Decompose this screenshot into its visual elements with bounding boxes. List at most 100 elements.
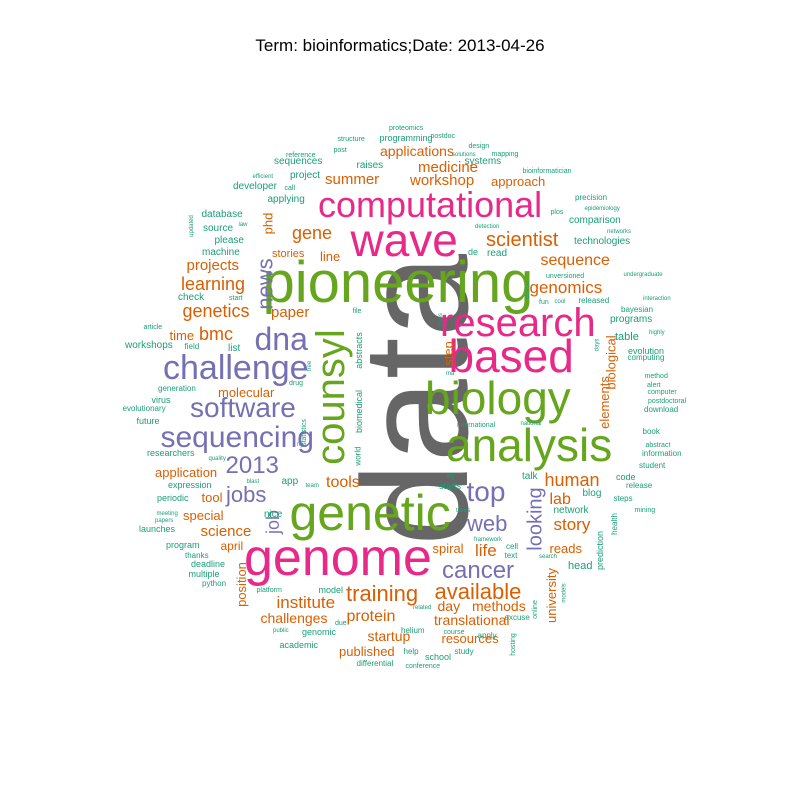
cloud-word: looking — [524, 487, 547, 551]
cloud-word: programming — [379, 132, 433, 143]
cloud-word: lab — [549, 491, 571, 508]
cloud-word: sequencing — [160, 421, 314, 454]
cloud-word: call — [284, 184, 296, 192]
cloud-word: study — [454, 647, 474, 656]
cloud-word: evolution — [628, 345, 665, 356]
cloud-word: phd — [260, 212, 276, 234]
cloud-word: program — [166, 539, 200, 550]
cloud-word: model — [318, 584, 344, 595]
cloud-word: information — [642, 449, 682, 458]
cloud-word: updated — [188, 215, 195, 237]
cloud-word: download — [644, 405, 679, 414]
cloud-word: computational — [318, 184, 543, 225]
cloud-word: technologies — [574, 236, 631, 247]
cloud-word: pioneering — [262, 250, 534, 315]
cloud-word: human — [544, 470, 600, 490]
cloud-word: biological — [603, 334, 619, 390]
cloud-word: head — [568, 559, 593, 572]
cloud-word: software — [190, 392, 296, 423]
cloud-word: position — [233, 561, 249, 607]
cloud-word: medicine — [418, 158, 479, 176]
cloud-word: thanks — [185, 551, 209, 560]
cloud-word: deadline — [191, 558, 226, 569]
cloud-word: research — [440, 301, 596, 345]
cloud-word: list — [228, 343, 241, 354]
cloud-word: university — [543, 567, 559, 623]
cloud-word: release — [626, 481, 653, 490]
cloud-word: detection — [475, 224, 500, 230]
cloud-word: bioinformatician — [522, 167, 572, 175]
cloud-word: meeting — [156, 511, 178, 517]
cloud-word: applications — [380, 143, 454, 159]
cloud-word: undergraduate — [623, 272, 663, 278]
cloud-word: table — [615, 330, 639, 343]
cloud-word: app — [281, 476, 299, 487]
cloud-word: special — [183, 507, 224, 523]
cloud-word: startup — [367, 628, 411, 644]
cloud-word: conference — [405, 662, 441, 670]
cloud-word: available — [434, 579, 522, 604]
cloud-word: blast — [246, 479, 260, 485]
cloud-word: postdoctoral — [648, 397, 687, 405]
cloud-word: biomedical — [353, 389, 364, 433]
cloud-word: developer — [233, 181, 277, 192]
cloud-word: method — [644, 372, 668, 380]
cloud-word: highly — [649, 330, 665, 336]
cloud-word: multiple — [188, 568, 220, 579]
cloud-word: help — [403, 647, 419, 656]
cloud-word: hosting — [509, 632, 517, 656]
cloud-word: story — [553, 514, 591, 534]
cloud-word: ny — [297, 442, 304, 448]
cloud-word: genomic — [302, 626, 337, 637]
cloud-word: quality — [208, 456, 226, 462]
cloud-word: apply — [477, 631, 497, 640]
cloud-word: future — [136, 415, 160, 426]
cloud-word: national — [520, 421, 542, 427]
cloud-word: student — [639, 461, 666, 470]
cloud-word: methods — [472, 598, 526, 614]
cloud-word: code — [616, 471, 636, 482]
cloud-word: institute — [276, 592, 336, 612]
cloud-word: resources — [441, 630, 499, 646]
cloud-word: related — [413, 605, 432, 611]
cloud-word: expression — [168, 479, 212, 490]
cloud-word: days — [593, 338, 600, 352]
cloud-word: stories — [272, 247, 305, 260]
cloud-word: file — [352, 307, 362, 315]
cloud-word: reads — [549, 540, 583, 556]
cloud-word: comparison — [569, 215, 621, 226]
cloud-word: abstract — [645, 441, 671, 449]
cloud-word: nice — [264, 509, 283, 520]
cloud-word: counsyl — [308, 329, 353, 465]
cloud-word: statistics — [300, 418, 308, 446]
cloud-word: molecular — [218, 384, 275, 400]
cloud-word: periodic — [157, 492, 189, 503]
cloud-word: international — [457, 421, 496, 429]
cloud-word: genetic — [289, 485, 451, 541]
cloud-word: 2013 — [225, 452, 279, 479]
cloud-word: challenge — [163, 349, 309, 387]
cloud-word: genome — [244, 529, 432, 587]
cloud-word: raises — [356, 160, 384, 171]
cloud-word: launches — [139, 523, 176, 534]
cloud-word: workshops — [125, 340, 173, 351]
cloud-word: gene — [292, 223, 333, 243]
cloud-word: blog — [582, 488, 602, 499]
chart-title: Term: bioinformatics;Date: 2013-04-26 — [255, 36, 545, 55]
cloud-word: proteomics — [389, 124, 424, 132]
cloud-word: post — [333, 146, 347, 154]
cloud-word: models — [561, 583, 568, 603]
cloud-word: science — [200, 522, 252, 540]
cloud-word: differential — [356, 659, 394, 668]
cloud-word: framework — [474, 537, 503, 543]
cloud-word: course — [443, 628, 465, 636]
cloud-word: health — [609, 513, 619, 535]
cloud-word: bayesian — [621, 305, 654, 314]
cloud-word: tool — [201, 489, 223, 505]
cloud-word: takes — [456, 508, 471, 514]
cloud-word: scientist — [486, 229, 559, 251]
cloud-word: bmc — [199, 324, 234, 344]
cloud-word: read — [487, 248, 508, 259]
cloud-word: start — [229, 294, 243, 302]
